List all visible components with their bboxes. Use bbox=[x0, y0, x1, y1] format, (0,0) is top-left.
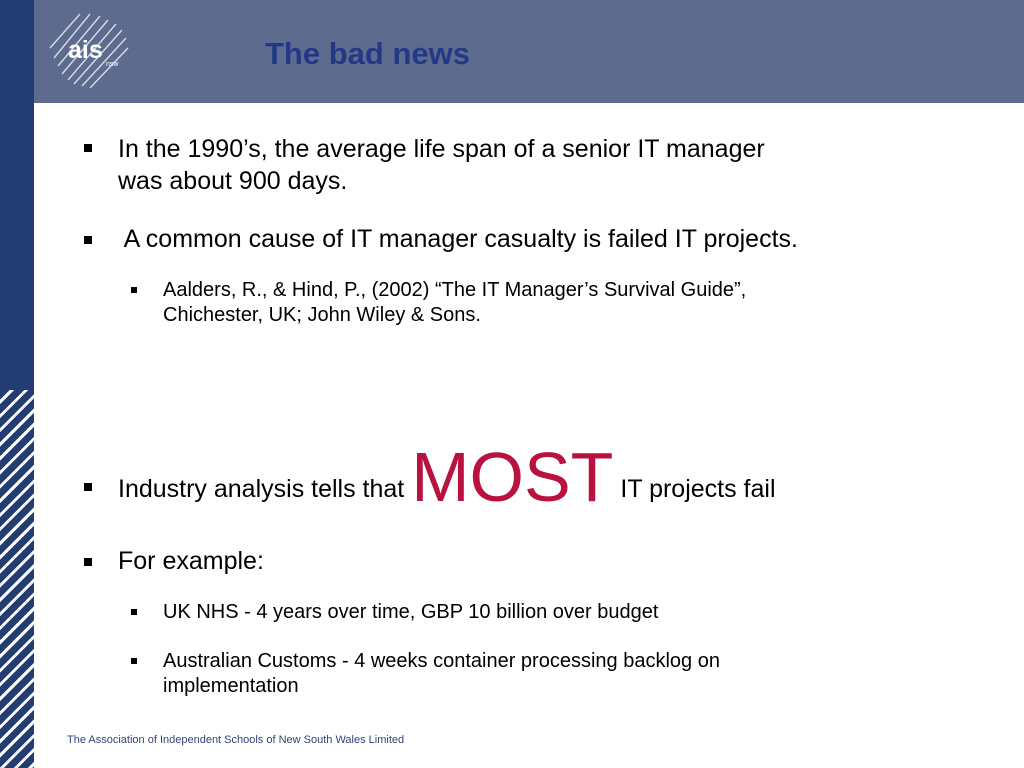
ais-logo: ais nsw bbox=[49, 13, 129, 89]
reference-line: Aalders, R., & Hind, P., (2002) “The IT … bbox=[163, 279, 747, 301]
most-emphasis: MOST bbox=[411, 438, 614, 516]
example-label: For example: bbox=[118, 547, 264, 575]
logo-text: ais bbox=[68, 36, 103, 64]
bullet-text: In the 1990’s, the average life span of … bbox=[118, 134, 765, 197]
side-bar-hatch-pattern bbox=[0, 390, 34, 768]
bullet-marker bbox=[84, 483, 92, 491]
example-line: implementation bbox=[163, 675, 299, 698]
sub-bullet-marker bbox=[131, 658, 137, 664]
example-text: Australian Customs - 4 weeks container p… bbox=[163, 649, 720, 699]
reference-line: Chichester, UK; John Wiley & Sons. bbox=[163, 304, 481, 327]
industry-suffix: IT projects fail bbox=[613, 475, 776, 503]
slide-title: The bad news bbox=[265, 36, 470, 71]
bullet-marker bbox=[84, 558, 92, 566]
bullet-text: A common cause of IT manager casualty is… bbox=[118, 225, 798, 253]
example-line: Australian Customs - 4 weeks container p… bbox=[163, 650, 720, 672]
bullet-line: In the 1990’s, the average life span of … bbox=[118, 135, 765, 163]
logo-subtext: nsw bbox=[106, 61, 119, 68]
bullet-marker bbox=[84, 144, 92, 152]
bullet-marker bbox=[84, 236, 92, 244]
reference-text: Aalders, R., & Hind, P., (2002) “The IT … bbox=[163, 278, 746, 328]
header-band bbox=[34, 0, 1024, 103]
example-text: UK NHS - 4 years over time, GBP 10 billi… bbox=[163, 601, 659, 623]
side-bar bbox=[0, 0, 34, 768]
bullet-line: was about 900 days. bbox=[118, 166, 348, 195]
industry-prefix: Industry analysis tells that bbox=[118, 475, 412, 503]
sub-bullet-marker bbox=[131, 287, 137, 293]
sub-bullet-marker bbox=[131, 609, 137, 615]
industry-text: Industry analysis tells that MOST IT pro… bbox=[118, 438, 776, 512]
footer-organization: The Association of Independent Schools o… bbox=[67, 734, 405, 746]
